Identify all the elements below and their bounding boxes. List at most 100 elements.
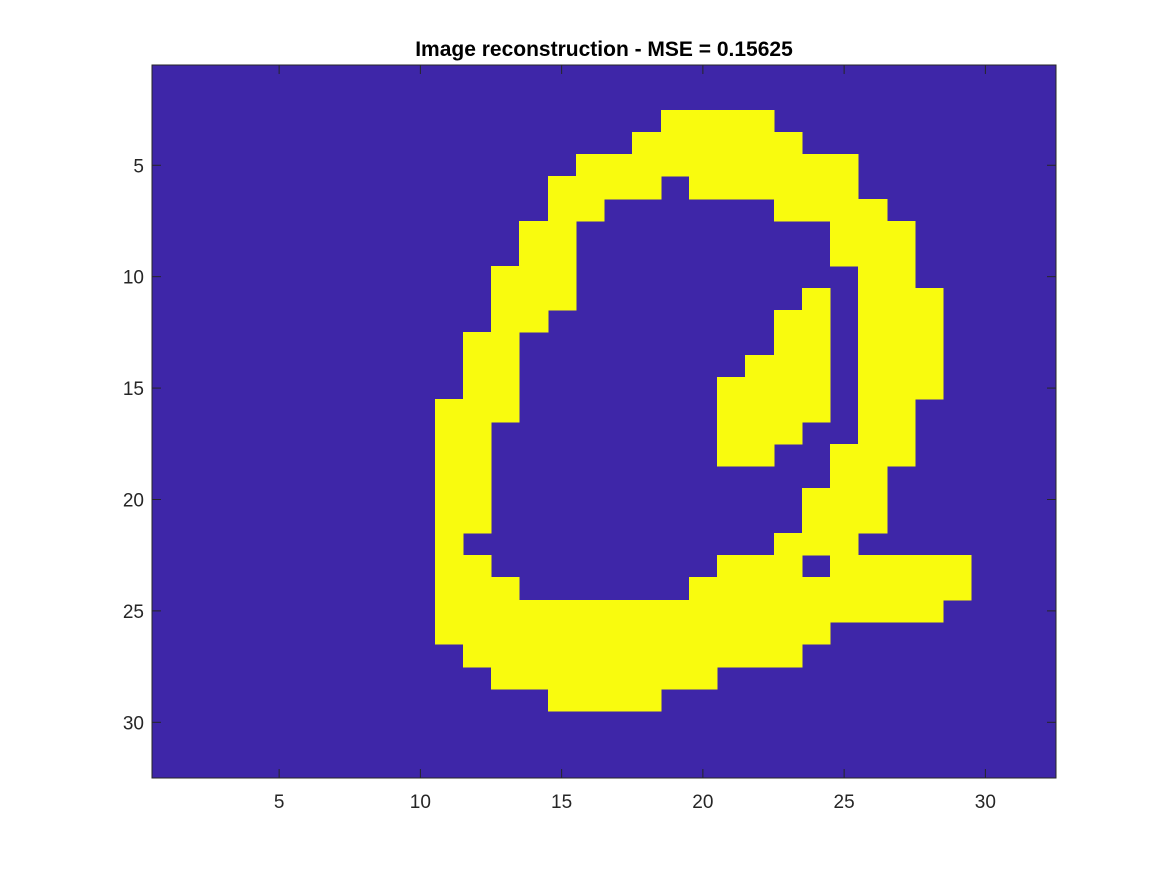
x-tick-label: 10	[410, 792, 431, 813]
heatmap-cell	[519, 310, 549, 333]
heatmap-cell	[632, 644, 662, 668]
heatmap-cell	[915, 577, 944, 601]
heatmap-cell	[830, 511, 859, 534]
heatmap-cell	[887, 243, 916, 267]
heatmap-cell	[491, 355, 520, 378]
heatmap-cell	[802, 332, 831, 356]
heatmap-cell	[435, 622, 464, 645]
heatmap-cell	[774, 132, 803, 155]
heatmap-cell	[774, 355, 803, 378]
heatmap-cell	[576, 199, 605, 222]
heatmap-cell	[802, 533, 831, 556]
heatmap-cell	[802, 511, 831, 534]
heatmap-cell	[548, 644, 577, 668]
heatmap-cell	[858, 266, 888, 289]
heatmap-cell	[548, 622, 577, 645]
heatmap-cell	[858, 488, 888, 512]
x-tick-label: 20	[692, 792, 713, 813]
heatmap-cell	[887, 332, 916, 356]
heatmap-cell	[689, 644, 718, 668]
heatmap-cell	[632, 176, 662, 200]
heatmap-cell	[858, 422, 888, 445]
heatmap-cell	[858, 555, 888, 578]
heatmap-cell	[717, 644, 746, 668]
heatmap-cell	[463, 577, 492, 601]
heatmap-cell	[745, 154, 775, 177]
heatmap-cell	[519, 644, 549, 668]
heatmap-cell	[858, 199, 888, 222]
heatmap-cells	[152, 65, 1056, 778]
heatmap-cell	[745, 399, 775, 423]
heatmap-cell	[915, 355, 944, 378]
heatmap-cell	[830, 243, 859, 267]
heatmap-cell	[802, 310, 831, 333]
heatmap-cell	[774, 577, 803, 601]
heatmap-cell	[548, 288, 577, 311]
heatmap-cell	[463, 511, 492, 534]
heatmap-cell	[604, 667, 633, 690]
heatmap-cell	[661, 644, 690, 668]
heatmap-cell	[717, 422, 746, 445]
heatmap-cell	[774, 377, 803, 400]
heatmap-cell	[858, 332, 888, 356]
heatmap-cell	[491, 310, 520, 333]
heatmap-cell	[717, 622, 746, 645]
heatmap-cell	[802, 488, 831, 512]
heatmap-cell	[830, 199, 859, 222]
heatmap-cell	[604, 600, 633, 623]
heatmap-cell	[519, 221, 549, 244]
heatmap-cell	[717, 555, 746, 578]
heatmap-cell	[774, 332, 803, 356]
heatmap-cell	[830, 533, 859, 556]
heatmap-cell	[689, 154, 718, 177]
heatmap-cell	[915, 555, 944, 578]
heatmap-cell	[802, 154, 831, 177]
heatmap-cell	[745, 555, 775, 578]
heatmap-cell	[858, 288, 888, 311]
heatmap-cell	[491, 577, 520, 601]
heatmap-cell	[491, 399, 520, 423]
x-tick-label: 25	[834, 792, 855, 813]
x-tick-label: 5	[274, 792, 285, 813]
heatmap-cell	[774, 176, 803, 200]
heatmap-cell	[632, 667, 662, 690]
heatmap-cell	[519, 243, 549, 267]
heatmap-cell	[858, 355, 888, 378]
heatmap-cell	[802, 622, 831, 645]
heatmap-cell	[943, 555, 972, 578]
heatmap-cell	[887, 266, 916, 289]
heatmap-cell	[548, 176, 577, 200]
heatmap-cell	[745, 600, 775, 623]
heatmap-cell	[915, 332, 944, 356]
heatmap-cell	[887, 600, 916, 623]
heatmap-cell	[689, 600, 718, 623]
heatmap-cell	[661, 154, 690, 177]
heatmap-cell	[435, 511, 464, 534]
heatmap-cell	[435, 555, 464, 578]
heatmap-cell	[887, 399, 916, 423]
heatmap-cell	[632, 132, 662, 155]
heatmap-cell	[435, 488, 464, 512]
heatmap-cell	[745, 377, 775, 400]
heatmap-cell	[830, 466, 859, 489]
heatmap-cell	[632, 154, 662, 177]
heatmap-cell	[463, 555, 492, 578]
heatmap-cell	[463, 466, 492, 489]
heatmap-cell	[661, 622, 690, 645]
heatmap-cell	[491, 266, 520, 289]
heatmap-cell	[717, 399, 746, 423]
heatmap-cell	[774, 199, 803, 222]
heatmap-cell	[463, 444, 492, 467]
heatmap-cell	[604, 644, 633, 668]
heatmap-cell	[435, 466, 464, 489]
heatmap-cell	[548, 667, 577, 690]
heatmap-cell	[548, 243, 577, 267]
heatmap-cell	[774, 154, 803, 177]
y-tick-label: 25	[123, 602, 144, 623]
heatmap-cell	[915, 288, 944, 311]
heatmap-cell	[661, 667, 690, 690]
heatmap-cell	[745, 644, 775, 668]
heatmap-cell	[858, 310, 888, 333]
heatmap-cell	[519, 288, 549, 311]
heatmap-cell	[632, 622, 662, 645]
